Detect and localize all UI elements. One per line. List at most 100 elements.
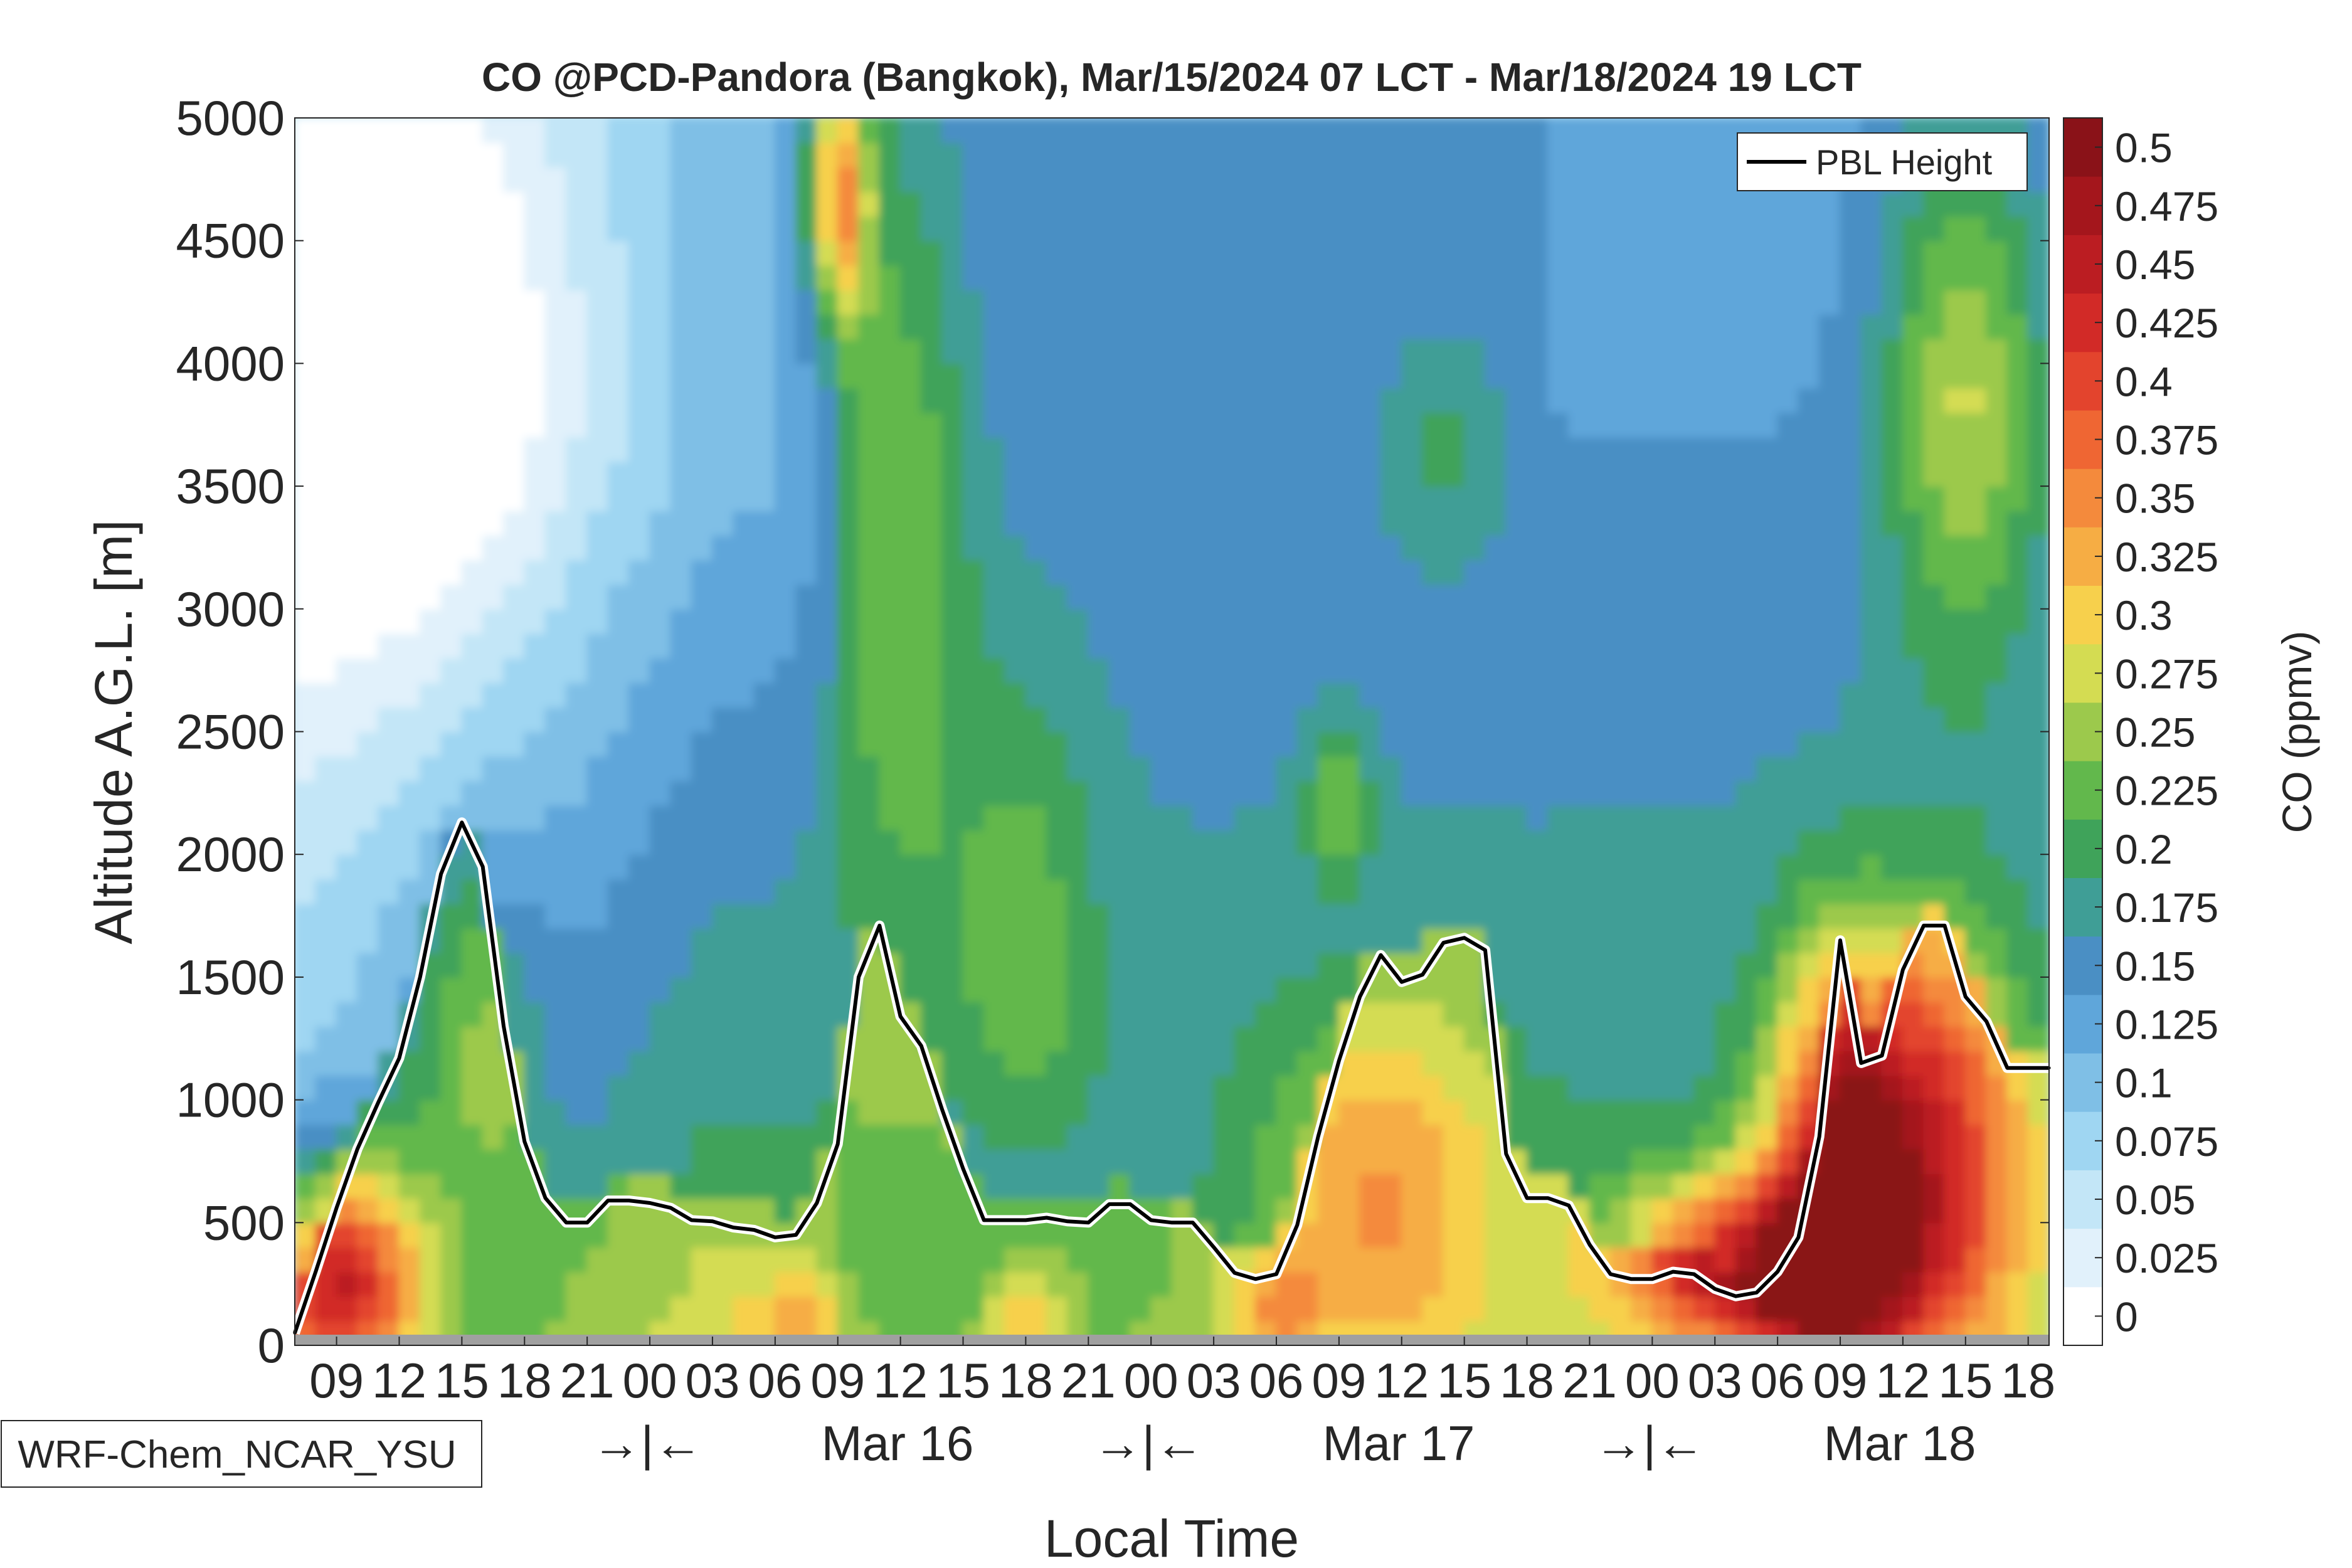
field-cell bbox=[879, 363, 901, 389]
field-cell bbox=[1254, 755, 1277, 781]
field-cell bbox=[795, 559, 818, 585]
field-cell bbox=[1338, 1246, 1361, 1273]
field-cell bbox=[1881, 534, 1904, 561]
field-cell bbox=[1234, 1074, 1256, 1101]
field-cell bbox=[837, 264, 859, 290]
field-cell bbox=[795, 510, 818, 536]
field-cell bbox=[503, 142, 526, 168]
field-cell bbox=[1777, 1295, 1799, 1322]
field-cell bbox=[398, 878, 421, 904]
field-cell bbox=[1401, 240, 1424, 266]
field-cell bbox=[503, 951, 526, 978]
field-cell bbox=[1088, 191, 1110, 217]
field-cell bbox=[962, 632, 985, 659]
field-cell bbox=[1129, 1025, 1152, 1052]
field-cell bbox=[1568, 1123, 1591, 1150]
field-cell bbox=[649, 1123, 672, 1150]
field-cell bbox=[1881, 878, 1904, 904]
field-cell bbox=[1213, 534, 1236, 561]
field-cell bbox=[1025, 240, 1047, 266]
field-cell bbox=[419, 1123, 442, 1150]
field-cell bbox=[1317, 264, 1340, 290]
field-cell bbox=[2006, 461, 2029, 487]
field-cell bbox=[1589, 1025, 1611, 1052]
field-cell bbox=[1296, 583, 1319, 610]
field-cell bbox=[2027, 1123, 2049, 1150]
field-cell bbox=[1171, 289, 1194, 315]
field-cell bbox=[1025, 485, 1047, 512]
field-cell bbox=[1944, 1050, 1966, 1076]
y-tick-label: 5000 bbox=[176, 90, 285, 146]
field-cell bbox=[1067, 903, 1089, 929]
field-cell bbox=[1631, 314, 1653, 340]
pbl-height-point bbox=[1274, 1273, 1278, 1276]
field-cell bbox=[482, 706, 504, 733]
field-cell bbox=[1338, 583, 1361, 610]
field-cell bbox=[628, 804, 651, 830]
field-cell bbox=[1192, 1295, 1215, 1322]
field-cell bbox=[1359, 510, 1382, 536]
field-cell bbox=[524, 854, 546, 880]
field-cell bbox=[1714, 829, 1737, 856]
field-cell bbox=[315, 387, 337, 413]
field-cell bbox=[1735, 632, 1757, 659]
field-cell bbox=[1923, 559, 1946, 585]
field-cell bbox=[1004, 951, 1027, 978]
field-cell bbox=[1651, 191, 1674, 217]
field-cell bbox=[628, 1295, 651, 1322]
field-cell bbox=[1443, 289, 1465, 315]
field-cell bbox=[2027, 314, 2049, 340]
field-cell bbox=[712, 166, 734, 193]
field-cell bbox=[1756, 780, 1779, 806]
field-cell bbox=[1296, 387, 1319, 413]
field-cell bbox=[1881, 1123, 1904, 1150]
field-cell bbox=[607, 387, 630, 413]
field-cell bbox=[544, 534, 567, 561]
field-cell bbox=[1004, 1295, 1027, 1322]
field-cell bbox=[1923, 215, 1946, 241]
field-cell bbox=[1902, 878, 1925, 904]
field-cell bbox=[816, 903, 839, 929]
field-cell bbox=[607, 1222, 630, 1248]
field-cell bbox=[356, 264, 379, 290]
field-cell bbox=[1693, 780, 1716, 806]
field-cell bbox=[879, 657, 901, 684]
pbl-height-point bbox=[1818, 1135, 1821, 1138]
field-cell bbox=[1234, 215, 1256, 241]
field-cell bbox=[440, 1295, 463, 1322]
field-cell bbox=[649, 1050, 672, 1076]
field-cell bbox=[336, 927, 358, 953]
field-cell bbox=[1609, 976, 1633, 1002]
field-cell bbox=[1025, 314, 1047, 340]
field-cell bbox=[649, 191, 672, 217]
field-cell bbox=[1192, 608, 1215, 634]
field-cell bbox=[1986, 387, 2008, 413]
field-cell bbox=[670, 264, 692, 290]
field-cell bbox=[544, 485, 567, 512]
field-cell bbox=[1526, 583, 1549, 610]
field-cell bbox=[398, 363, 421, 389]
field-cell bbox=[1672, 1050, 1695, 1076]
field-cell bbox=[858, 583, 881, 610]
field-cell bbox=[1192, 903, 1215, 929]
field-cell bbox=[1317, 436, 1340, 462]
field-cell bbox=[1964, 240, 1988, 266]
field-cell bbox=[1443, 854, 1465, 880]
field-cell bbox=[419, 363, 442, 389]
field-cell bbox=[2006, 1025, 2029, 1052]
field-cell bbox=[1944, 264, 1966, 290]
field-cell bbox=[1526, 510, 1549, 536]
field-cell bbox=[774, 1001, 797, 1027]
field-cell bbox=[1631, 682, 1653, 708]
field-cell bbox=[295, 1025, 317, 1052]
field-cell bbox=[398, 289, 421, 315]
field-cell bbox=[356, 166, 379, 193]
field-cell bbox=[1631, 215, 1653, 241]
field-cell bbox=[774, 706, 797, 733]
field-cell bbox=[1317, 854, 1340, 880]
colorbar-tick-label: 0.45 bbox=[2115, 241, 2195, 288]
field-cell bbox=[1213, 1050, 1236, 1076]
field-cell bbox=[1004, 485, 1027, 512]
field-cell bbox=[1254, 559, 1277, 585]
field-cell bbox=[398, 215, 421, 241]
